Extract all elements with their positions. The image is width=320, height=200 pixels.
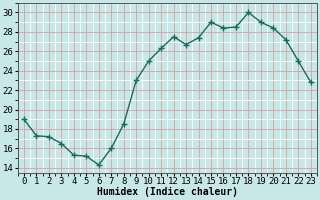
X-axis label: Humidex (Indice chaleur): Humidex (Indice chaleur): [97, 187, 238, 197]
